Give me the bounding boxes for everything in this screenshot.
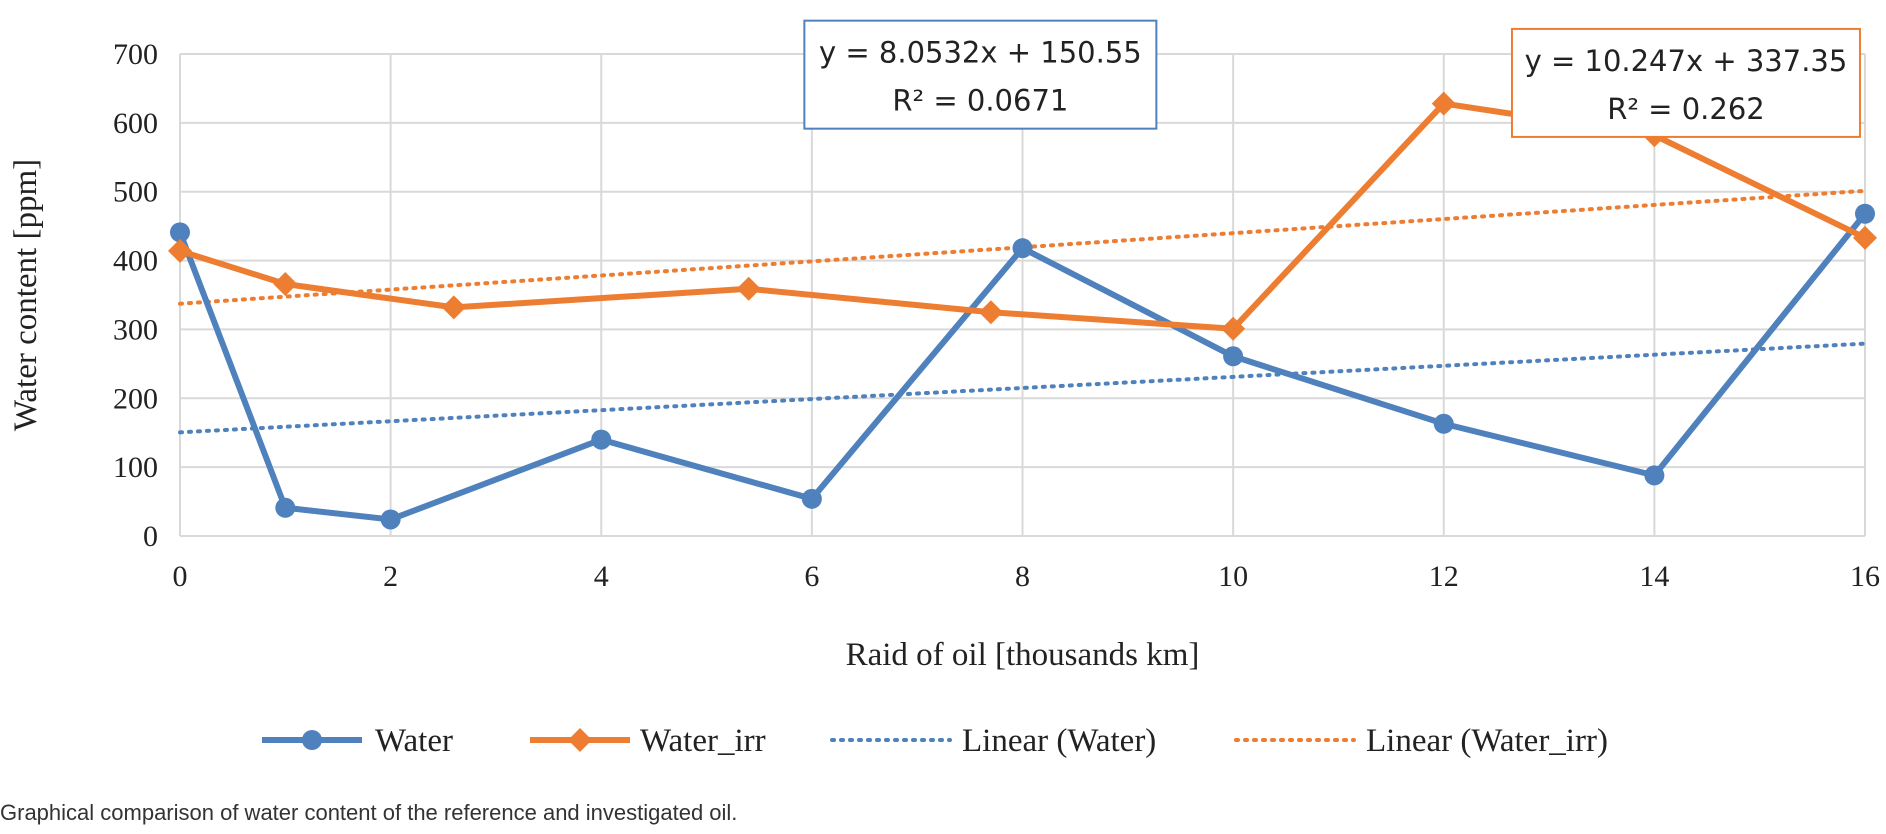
x-tick-label: 10 [1218,560,1248,593]
equation-text: y = 8.0532x + 150.55 [819,36,1142,70]
legend-label: Water_irr [640,723,766,759]
figure-caption: Graphical comparison of water content of… [0,800,738,825]
data-point-water-irr [978,300,1003,325]
annotations: y = 8.0532x + 150.55 R² = 0.0671 y = 10.24… [803,19,1861,138]
data-point-water-irr [736,276,761,301]
r-squared-text: R² = 0.0671 [892,84,1068,118]
y-tick-label: 100 [113,451,158,484]
legend: Water Water_irr Linear (Water) Linear (Wate… [262,723,1608,759]
y-tick-label: 600 [113,107,158,140]
y-tick-label: 500 [113,176,158,209]
trendline-equation-box: y = 8.0532x + 150.55 R² = 0.0671 [803,19,1158,130]
r-squared-text: R² = 0.262 [1607,92,1765,126]
data-point-water [1433,413,1454,434]
data-point-water-irr [1431,91,1456,116]
x-tick-label: 6 [804,560,819,593]
equation-box-border [1510,27,1861,138]
data-point-water [275,497,296,518]
markers [168,91,1877,530]
legend-label: Linear (Water_irr) [1366,723,1608,759]
y-tick-label: 0 [143,520,158,553]
series-line-water [177,211,1868,523]
x-axis-title: Raid of oil [thousands km] [846,637,1200,673]
legend-swatch-marker [568,728,592,752]
legend-label: Water [375,723,453,759]
data-point-water [1855,203,1875,224]
legend-item-water-irr: Water_irr [530,723,766,759]
y-tick-label: 700 [113,38,158,71]
y-tick-label: 300 [113,313,158,346]
x-tick-label: 16 [1850,560,1880,593]
trendline-equation-box: y = 10.247x + 337.35 R² = 0.262 [1510,27,1861,138]
data-point-water-irr [1853,225,1877,250]
data-point-water [1223,346,1244,367]
grid [179,53,1866,537]
y-tick-label: 400 [113,245,158,278]
x-tick-label: 0 [173,560,188,593]
y-axis-title: Water content [ppm] [8,159,44,431]
equation-box-border [803,19,1158,130]
x-tick-label: 12 [1429,560,1459,593]
chart: 0 100 200 300 400 500 600 700 0 2 4 6 8 10 12 14 16 y = … [8,19,1880,759]
legend-item-linear-water: Linear (Water) [830,723,1156,759]
trendline-water [178,341,1867,435]
ticks: 0 100 200 300 400 500 600 700 0 2 4 6 8 10 12 14 16 [113,38,1880,593]
data-point-water [1644,465,1665,486]
data-point-water [801,488,822,509]
data-point-water [591,429,612,450]
y-tick-label: 200 [113,382,158,415]
data-point-water-irr [168,238,192,263]
x-tick-label: 8 [1015,560,1030,593]
legend-swatch-marker [302,730,322,750]
legend-item-linear-water-irr: Linear (Water_irr) [1234,723,1608,759]
data-point-water [380,509,401,530]
data-point-water-irr [441,295,466,320]
data-point-water [170,222,190,243]
equation-text: y = 10.247x + 337.35 [1525,44,1848,78]
legend-item-water: Water [262,723,453,759]
data-point-water-irr [273,271,298,296]
x-tick-label: 2 [383,560,398,593]
data-point-water-irr [1221,316,1246,341]
x-tick-label: 14 [1639,560,1669,593]
x-tick-label: 4 [594,560,609,593]
legend-label: Linear (Water) [962,723,1156,759]
data-point-water [1012,238,1033,259]
